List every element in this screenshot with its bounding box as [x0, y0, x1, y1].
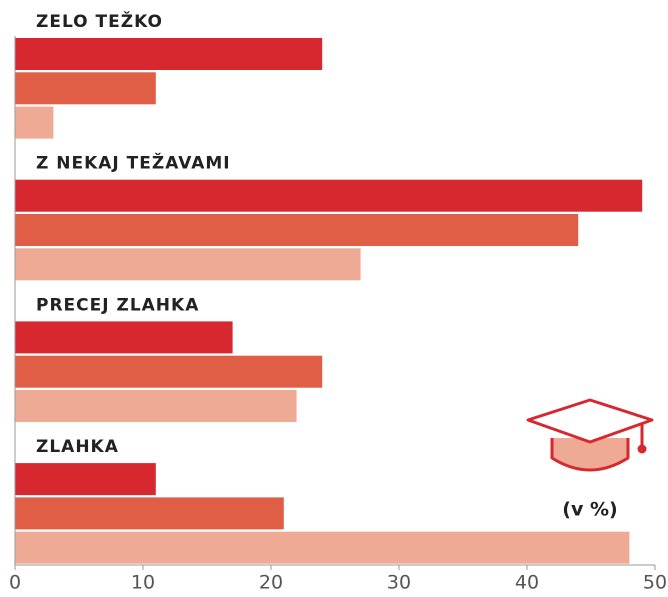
x-tick-label: 40 [515, 572, 539, 594]
category-label: Z NEKAJ TEŽAVAMI [36, 152, 231, 174]
bar [15, 248, 361, 281]
bar [15, 179, 643, 212]
category-label: ZELO TEŽKO [36, 10, 163, 32]
bar [15, 321, 233, 354]
category-label: ZLAHKA [36, 437, 119, 457]
category-label: PRECEJ ZLAHKA [36, 295, 199, 315]
bar [15, 355, 323, 388]
bar [15, 106, 54, 139]
bar [15, 463, 156, 496]
x-tick-label: 10 [131, 572, 155, 594]
bar [15, 72, 156, 105]
bar [15, 214, 579, 246]
graduation-cap-icon [526, 398, 654, 472]
bar [15, 497, 284, 530]
annotation: (v %) [562, 499, 617, 521]
x-tick-label: 0 [9, 572, 21, 594]
x-tick-label: 20 [259, 572, 283, 594]
bar [15, 390, 297, 422]
bar [15, 38, 323, 70]
x-tick-label: 50 [643, 572, 667, 594]
x-tick-label: 30 [387, 572, 411, 594]
bar [15, 531, 630, 564]
